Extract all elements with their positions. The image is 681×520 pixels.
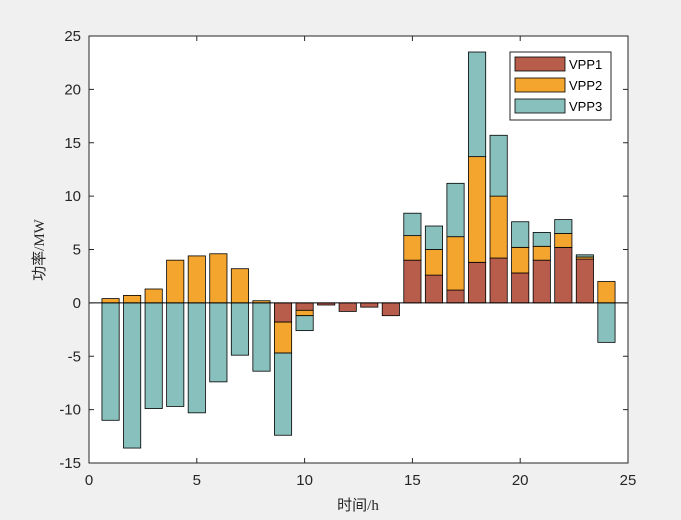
x-tick-label: 0 <box>85 472 93 489</box>
bar-vpp2-20 <box>511 246 530 274</box>
bar-vpp2-16 <box>424 249 443 276</box>
bar-vpp1-9 <box>274 302 293 323</box>
bar-vpp3-23 <box>575 254 594 258</box>
bar-vpp1-12 <box>338 302 357 312</box>
y-tick-label: -15 <box>59 455 81 472</box>
bar-vpp1-21 <box>532 259 551 304</box>
y-tick-label: -10 <box>59 402 81 419</box>
bar-vpp3-19 <box>489 134 508 197</box>
x-axis: 0 5 10 15 20 25 <box>85 36 637 489</box>
bar-vpp2-2 <box>123 295 142 304</box>
y-tick-label: -5 <box>68 348 81 365</box>
y-axis: -15 -10 -5 0 5 10 15 20 25 <box>59 28 628 472</box>
bar-vpp2-5 <box>187 255 206 304</box>
bar-vpp3-20 <box>511 221 530 248</box>
y-tick-label: 15 <box>64 135 81 152</box>
bar-vpp3-10 <box>295 315 314 332</box>
bar-vpp3-21 <box>532 232 551 247</box>
bar-vpp2-15 <box>403 235 422 261</box>
x-axis-label: 时间/h <box>337 497 379 514</box>
bar-vpp1-13 <box>360 302 379 308</box>
y-axis-label: 功率/MW <box>31 218 48 281</box>
bar-vpp2-21 <box>532 245 551 261</box>
bar-vpp2-19 <box>489 195 508 259</box>
bar-vpp3-6 <box>209 302 228 383</box>
bar-vpp2-22 <box>554 233 573 248</box>
legend-swatch-vpp1 <box>514 56 566 72</box>
bar-vpp1-10 <box>295 302 314 311</box>
y-tick-label: 5 <box>73 242 81 259</box>
bar-vpp1-18 <box>468 261 487 304</box>
bar-vpp3-17 <box>446 182 465 238</box>
bar-vpp2-4 <box>166 259 185 304</box>
bar-vpp3-1 <box>101 302 120 421</box>
bar-vpp2-10 <box>295 309 314 317</box>
bar-vpp1-14 <box>381 302 400 317</box>
y-tick-label: 10 <box>64 188 81 205</box>
x-tick-label: 5 <box>193 472 201 489</box>
legend-label-vpp1: VPP1 <box>569 57 602 72</box>
x-tick-label: 25 <box>620 472 637 489</box>
y-tick-label: 20 <box>64 81 81 98</box>
y-tick-label: 0 <box>73 295 81 312</box>
bar-vpp1-15 <box>403 259 422 304</box>
bar-vpp2-17 <box>446 236 465 291</box>
bar-vpp3-22 <box>554 219 573 234</box>
x-tick-label: 20 <box>512 472 529 489</box>
legend-label-vpp3: VPP3 <box>569 99 602 114</box>
bar-vpp3-18 <box>468 51 487 158</box>
bar-vpp1-23 <box>575 258 594 304</box>
legend: VPP1 VPP2 VPP3 <box>509 51 612 121</box>
bar-vpp3-8 <box>252 302 271 372</box>
bar-vpp1-16 <box>424 274 443 304</box>
bar-vpp3-24 <box>597 302 616 343</box>
bar-vpp1-22 <box>554 246 573 304</box>
bar-vpp3-3 <box>144 302 163 409</box>
bar-vpp3-16 <box>424 225 443 250</box>
y-tick-label: 25 <box>64 28 81 45</box>
bar-vpp3-7 <box>230 302 249 356</box>
bar-vpp2-6 <box>209 253 228 304</box>
bar-vpp3-4 <box>166 302 185 407</box>
bar-vpp2-9 <box>274 321 293 354</box>
bar-vpp2-7 <box>230 268 249 304</box>
legend-swatch-vpp2 <box>514 77 566 93</box>
x-tick-label: 10 <box>296 472 313 489</box>
bar-vpp3-2 <box>123 302 142 449</box>
bar-vpp2-3 <box>144 288 163 304</box>
legend-swatch-vpp3 <box>514 98 566 114</box>
bar-vpp3-5 <box>187 302 206 414</box>
bar-vpp2-24 <box>597 281 616 304</box>
bar-vpp1-19 <box>489 257 508 304</box>
bar-vpp2-1 <box>101 298 120 304</box>
bar-vpp3-9 <box>274 352 293 436</box>
bar-vpp3-15 <box>403 212 422 237</box>
bar-layer <box>101 51 616 449</box>
bar-vpp2-18 <box>468 156 487 263</box>
x-tick-label: 15 <box>404 472 421 489</box>
bar-vpp1-17 <box>446 289 465 304</box>
legend-label-vpp2: VPP2 <box>569 78 602 93</box>
bar-vpp1-20 <box>511 272 530 304</box>
